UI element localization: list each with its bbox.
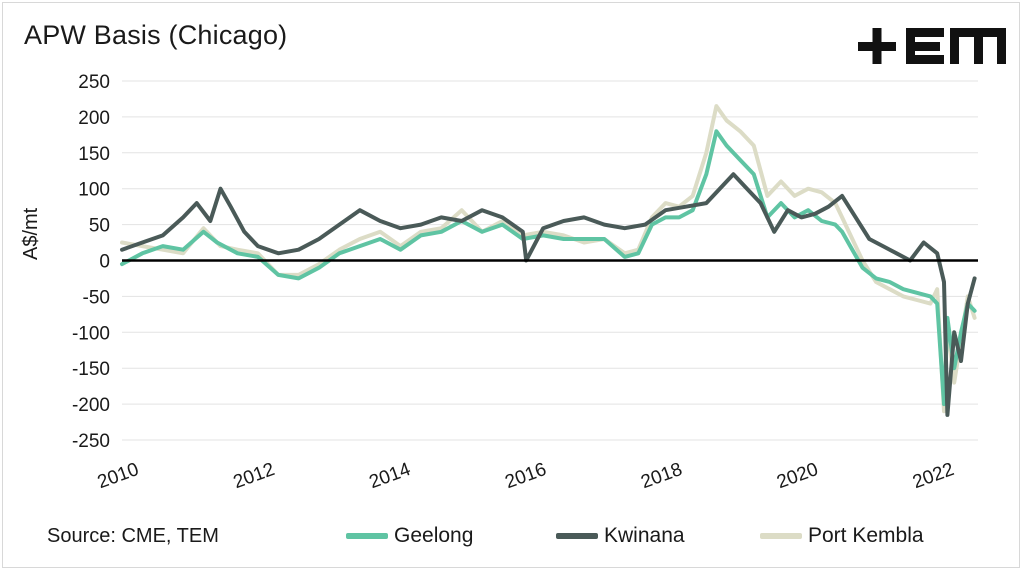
legend-swatch-kwinana (556, 533, 598, 539)
y-tick-label: -200 (72, 395, 110, 416)
y-tick-label: -50 (83, 287, 110, 308)
legend-label-kwinana: Kwinana (604, 524, 685, 547)
x-tick-label: 2014 (367, 459, 414, 493)
y-tick-label: -250 (72, 431, 110, 452)
legend-item-port-kembla: Port Kembla (760, 523, 924, 549)
tem-logo (858, 28, 1006, 64)
legend-label-port-kembla: Port Kembla (808, 524, 924, 547)
legend-swatch-port-kembla (760, 533, 802, 539)
chart-title: APW Basis (Chicago) (24, 20, 288, 50)
y-tick-label: 150 (78, 144, 110, 165)
y-tick-label: 200 (78, 108, 110, 129)
legend-swatch-geelong (346, 533, 388, 539)
y-tick-label: -100 (72, 323, 110, 344)
legend-item-kwinana: Kwinana (556, 523, 685, 549)
legend-label-geelong: Geelong (394, 524, 474, 547)
x-tick-label: 2018 (638, 459, 685, 493)
series-line-kwinana (120, 172, 977, 417)
y-tick-label: 100 (78, 180, 110, 201)
series-line-geelong (120, 129, 977, 407)
x-tick-label: 2012 (231, 459, 278, 493)
x-tick-label: 2016 (502, 459, 549, 493)
x-tick-label: 2022 (910, 459, 957, 493)
legend-item-geelong: Geelong (346, 523, 473, 549)
y-tick-label: 250 (78, 72, 110, 93)
y-tick-label: 50 (89, 216, 110, 237)
source-note: Source: CME, TEM (47, 525, 219, 547)
series-line-port-kembla (120, 104, 977, 414)
y-tick-label: -150 (72, 359, 110, 380)
x-tick-label: 2010 (95, 459, 142, 493)
x-tick-label: 2020 (774, 459, 821, 493)
y-tick-label: 0 (99, 252, 110, 273)
